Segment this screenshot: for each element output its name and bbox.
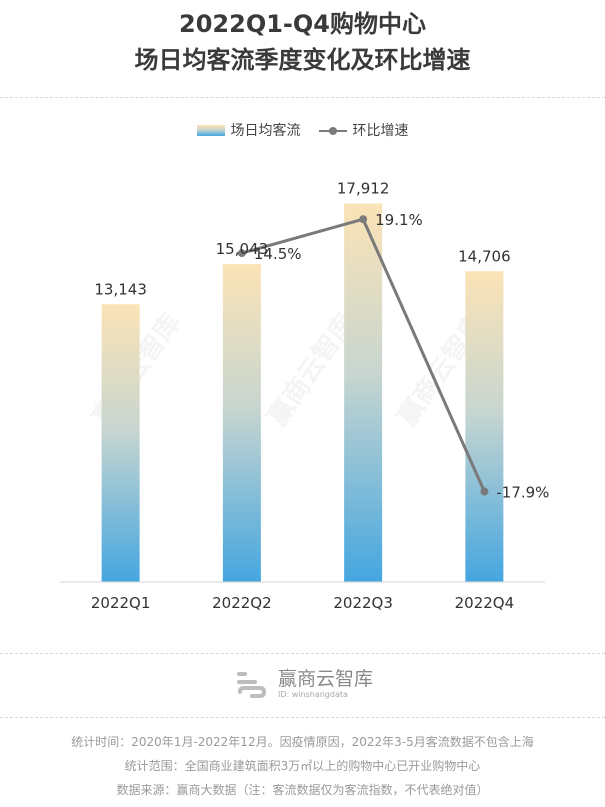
brand-name: 赢商云智库 <box>277 667 373 690</box>
bar-2022Q3 <box>344 203 383 582</box>
growth-rate-point <box>480 487 489 496</box>
growth-rate-point <box>359 215 368 224</box>
growth-rate-label: -17.9% <box>496 484 549 502</box>
growth-rate-label: 19.1% <box>375 211 423 229</box>
footer-stat-time: 统计时间：2020年1月-2022年12月。因疫情原因，2022年3-5月客流数… <box>71 735 534 749</box>
bar-2022Q2 <box>222 264 261 582</box>
x-tick-label: 2022Q4 <box>455 594 515 612</box>
bar-value-label: 17,912 <box>337 180 390 198</box>
x-tick-label: 2022Q2 <box>212 594 272 612</box>
footer-stat-scope: 统计范围：全国商业建筑面积3万㎡以上的购物中心已开业购物中心 <box>124 759 481 773</box>
bar-value-label: 13,143 <box>94 280 147 298</box>
x-tick-label: 2022Q3 <box>333 594 393 612</box>
legend-item-line: 环比增速 <box>318 120 409 140</box>
brand-block: 赢商云智库 ID: winshangdata <box>0 664 605 702</box>
data-labels: 13,143 2022Q1 15,043 2022Q2 17,912 2022Q3 14,7… <box>91 180 550 612</box>
x-tick-label: 2022Q1 <box>91 594 151 612</box>
legend-label-bar: 场日均客流 <box>230 123 301 139</box>
title-line-2: 场日均客流季度变化及环比增速 <box>134 46 471 74</box>
bar-series <box>101 203 504 582</box>
legend-item-bar: 场日均客流 <box>196 120 301 140</box>
chart-canvas: 13,143 2022Q1 15,043 2022Q2 17,912 2022Q3 14,7… <box>60 180 550 612</box>
title-line-1: 2022Q1-Q4购物中心 <box>179 10 426 38</box>
bar-value-label: 15,043 <box>216 240 269 258</box>
footer-data-source: 数据来源：赢商大数据（注：客流数据仅为客流指数，不代表绝对值） <box>116 783 489 797</box>
brand-id: ID: winshangdata <box>277 689 348 699</box>
bar-2022Q4 <box>465 271 504 582</box>
chart-legend: 场日均客流 环比增速 <box>0 120 605 140</box>
line-marker-icon <box>318 125 347 136</box>
bottom-divider <box>0 653 605 654</box>
bar-swatch-icon <box>196 124 225 136</box>
line-series <box>237 215 489 496</box>
bar-value-label: 14,706 <box>458 247 511 265</box>
bar-2022Q1 <box>101 304 140 582</box>
footer-divider <box>0 717 605 718</box>
top-divider <box>0 97 605 98</box>
chart-title: 2022Q1-Q4购物中心 场日均客流季度变化及环比增速 <box>0 6 605 78</box>
brand-logo-icon <box>236 672 266 698</box>
growth-rate-point <box>237 249 246 258</box>
legend-label-line: 环比增速 <box>352 123 409 139</box>
growth-rate-label: 14.5% <box>254 245 302 263</box>
